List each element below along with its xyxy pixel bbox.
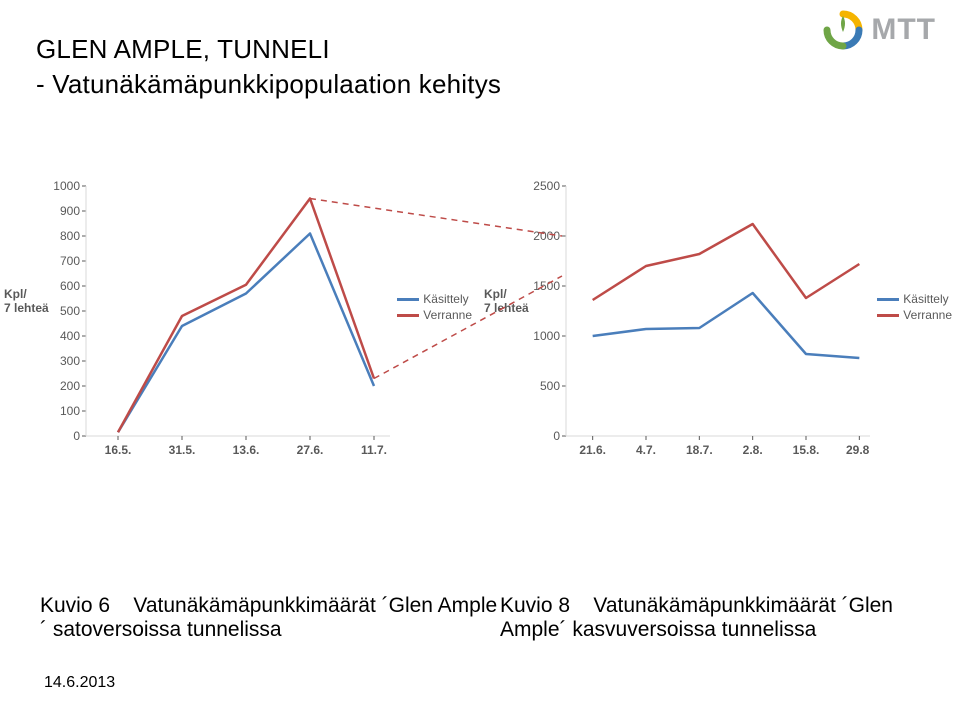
date-stamp: 14.6.2013 [44, 674, 115, 692]
svg-text:27.6.: 27.6. [297, 443, 324, 457]
svg-text:18.7.: 18.7. [686, 443, 713, 457]
svg-text:500: 500 [60, 304, 80, 318]
caption-right: Kuvio 8 Vatunäkämäpunkkimäärät ´Glen Amp… [500, 594, 920, 642]
ylabel-line2: 7 lehteä [4, 302, 49, 316]
chart-right-svg: 0 500 1000 1500 2000 2500 21.6. 4.7. 18.7. 2.8. 15… [530, 180, 870, 470]
caption-left: Kuvio 6 Vatunäkämäpunkkimäärät ´Glen Amp… [40, 594, 500, 642]
svg-text:2500: 2500 [533, 180, 560, 193]
svg-text:600: 600 [60, 279, 80, 293]
svg-text:900: 900 [60, 204, 80, 218]
svg-text:11.7.: 11.7. [361, 443, 387, 457]
svg-text:0: 0 [553, 429, 560, 443]
chart-right: Kpl/ 7 lehteä 0 500 1000 1500 2000 2500 21.6. 4… [480, 180, 960, 480]
svg-text:2000: 2000 [533, 229, 560, 243]
y-axis-label-right: Kpl/ 7 lehteä [484, 288, 529, 316]
captions-row: Kuvio 6 Vatunäkämäpunkkimäärät ´Glen Amp… [40, 594, 920, 642]
svg-text:700: 700 [60, 254, 80, 268]
legend-swatch-verranne [397, 314, 419, 317]
svg-text:29.8.: 29.8. [846, 443, 870, 457]
ylabel-line2-r: 7 lehteä [484, 302, 529, 316]
legend-item-kasittely: Käsittely [397, 292, 472, 306]
legend-label-verranne: Verranne [423, 308, 472, 322]
mtt-logo: MTT [821, 8, 936, 52]
title-line2: - Vatunäkämäpunkkipopulaation kehitys [36, 69, 501, 100]
legend-item-verranne: Verranne [397, 308, 472, 322]
caption-right-kuvio: Kuvio 8 [500, 594, 570, 617]
ylabel-line1-r: Kpl/ [484, 288, 529, 302]
page-title: GLEN AMPLE, TUNNELI - Vatunäkämäpunkkipo… [36, 34, 501, 100]
mtt-logo-icon [821, 8, 865, 52]
svg-text:100: 100 [60, 404, 80, 418]
legend-label-kasittely-r: Käsittely [903, 292, 948, 306]
chart-left-svg: 0 100 200 300 400 500 600 700 800 900 1000 16.5. 31.… [50, 180, 390, 470]
charts-row: Kpl/ 7 lehteä 0 100 200 300 400 500 600 700 800 9… [0, 180, 960, 480]
legend-swatch-kasittely [397, 298, 419, 301]
svg-text:1000: 1000 [53, 180, 80, 193]
svg-text:200: 200 [60, 379, 80, 393]
legend-item-kasittely-r: Käsittely [877, 292, 952, 306]
svg-text:31.5.: 31.5. [169, 443, 196, 457]
caption-left-kuvio: Kuvio 6 [40, 594, 110, 617]
mtt-logo-text: MTT [871, 13, 936, 47]
ylabel-line1: Kpl/ [4, 288, 49, 302]
y-axis-label-left: Kpl/ 7 lehteä [4, 288, 49, 316]
svg-text:21.6.: 21.6. [579, 443, 606, 457]
legend-swatch-verranne-r [877, 314, 899, 317]
legend-left: Käsittely Verranne [397, 290, 472, 324]
svg-text:800: 800 [60, 229, 80, 243]
legend-item-verranne-r: Verranne [877, 308, 952, 322]
legend-label-verranne-r: Verranne [903, 308, 952, 322]
svg-text:0: 0 [73, 429, 80, 443]
svg-text:400: 400 [60, 329, 80, 343]
svg-text:15.8.: 15.8. [793, 443, 820, 457]
legend-swatch-kasittely-r [877, 298, 899, 301]
legend-label-kasittely: Käsittely [423, 292, 468, 306]
chart-left: Kpl/ 7 lehteä 0 100 200 300 400 500 600 700 800 9… [0, 180, 480, 480]
title-line1: GLEN AMPLE, TUNNELI [36, 34, 501, 65]
svg-text:16.5.: 16.5. [105, 443, 132, 457]
svg-text:4.7.: 4.7. [636, 443, 656, 457]
legend-right: Käsittely Verranne [877, 290, 952, 324]
svg-text:2.8.: 2.8. [743, 443, 763, 457]
svg-text:500: 500 [540, 379, 560, 393]
svg-text:300: 300 [60, 354, 80, 368]
svg-text:1500: 1500 [533, 279, 560, 293]
svg-text:1000: 1000 [533, 329, 560, 343]
svg-text:13.6.: 13.6. [233, 443, 260, 457]
